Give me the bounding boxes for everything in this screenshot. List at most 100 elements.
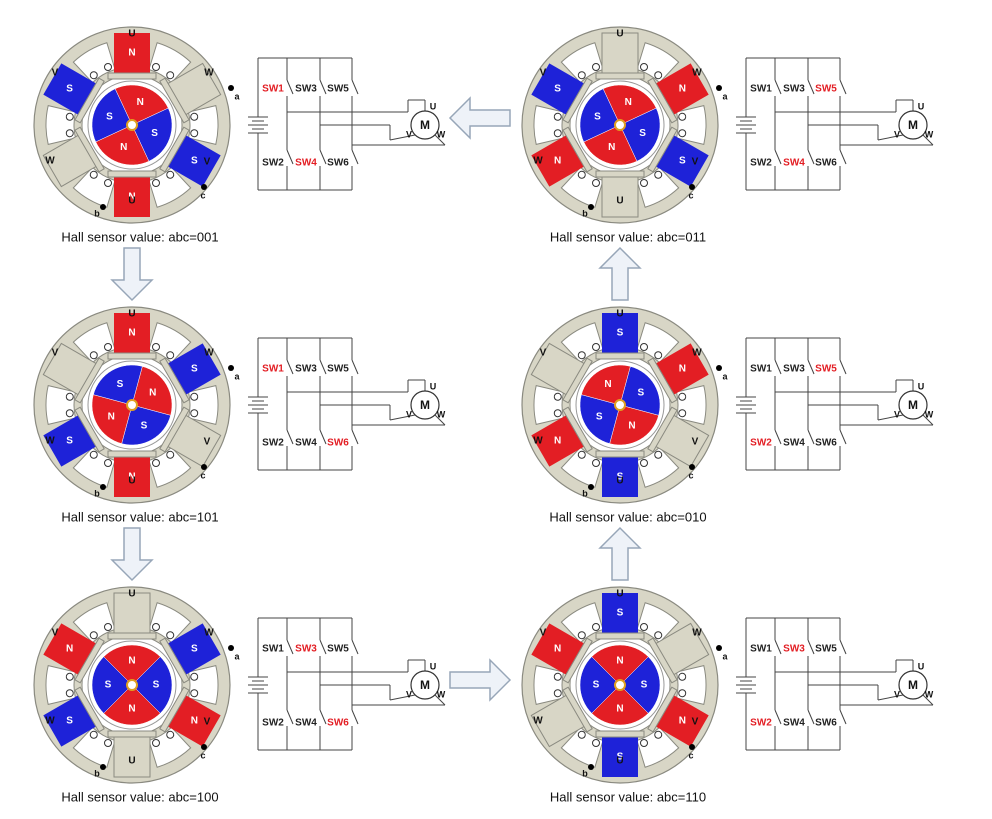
rotor-label: S [106,111,113,122]
coil-marker [89,351,98,360]
rotor-shaft [614,119,626,131]
wire [807,149,815,165]
pole-label: N [679,364,686,375]
switch-label: SW6 [327,718,349,729]
terminal-label: V [894,129,900,139]
terminal-label: W [925,689,934,699]
wire [922,414,934,426]
motor-label: M [420,398,430,412]
hall-sensor [100,764,106,770]
motor-label: M [420,678,430,692]
coil-marker [553,409,562,418]
hall-label: c [200,470,205,480]
wire [774,79,782,95]
coil-marker [104,623,112,631]
hall-sensor [228,365,234,371]
wire [774,359,782,375]
stator-window [533,665,565,705]
motor [898,390,928,420]
switch-label: SW4 [295,718,317,729]
stator-pole [530,686,593,748]
coil-marker [640,343,648,351]
hall-sensor [689,184,695,190]
hall-label: b [94,488,100,498]
stator-window [560,42,604,84]
hall-sensor [201,184,207,190]
phase-label: U [616,476,623,487]
wire [286,149,294,165]
pole-label: N [554,644,561,655]
caption: Hall sensor value: abc=001 [61,229,218,244]
pole-label: N [128,48,135,59]
coil-marker [65,672,74,681]
hall-label: b [94,208,100,218]
stator-window [45,385,77,425]
hall-label: a [234,371,240,381]
coil-marker [678,392,687,401]
pole-shoe [159,77,190,124]
switch-label: SW5 [327,364,349,375]
phase-label: V [692,157,699,168]
switch-label: SW6 [327,438,349,449]
pole-shoe [74,637,105,684]
stator-window [72,602,116,644]
phase-label: U [616,196,623,207]
rotor-label: S [153,680,160,691]
hall-sensor [689,464,695,470]
stator-pole [647,686,709,747]
hall-label: b [582,488,588,498]
wire [389,694,416,701]
terminal-label: V [894,409,900,419]
wire [319,359,327,375]
coil-marker [592,343,600,351]
pole-shoe [562,77,593,124]
coil-marker [553,129,562,138]
coil-marker [678,112,687,121]
pole-shoe [74,686,105,733]
stator-pole [159,686,221,747]
pole-shoe [159,686,190,733]
rotor-sector [131,656,173,714]
pole-shoe [595,730,645,738]
pole-shoe [74,77,105,124]
pole-shoe [562,686,593,733]
switch-label: SW3 [783,364,805,375]
switch-label: SW1 [262,364,284,375]
pole-body [114,33,150,77]
rotor-sector [93,364,143,406]
pole-label: S [617,608,624,619]
pole-shoe [74,406,105,453]
coil-marker [152,459,160,467]
phase-label: W [533,716,543,727]
coil-marker [166,450,175,459]
stator-pole [159,623,221,684]
phase-label: U [616,29,623,40]
pole-shoe [159,637,190,684]
motor [898,110,928,140]
pole-label: S [679,156,686,167]
wire [774,709,782,725]
stator-pole [531,63,593,124]
terminal-label: U [430,661,437,671]
hall-label: c [688,750,693,760]
flow-arrow [598,526,642,581]
coil-marker [152,179,160,187]
stator-window [45,665,77,705]
switch-label: SW2 [262,158,284,169]
stator-window [148,166,192,208]
hall-sensor [716,85,722,91]
stator-pole [592,170,648,218]
pole-body [114,453,150,497]
pole-label: S [191,156,198,167]
hall-label: b [582,768,588,778]
pole-shoe [562,126,593,173]
rotor-sector [114,84,169,126]
coil-marker [577,730,586,739]
switch-label: SW2 [750,718,772,729]
pole-body [114,173,150,217]
stator-pole [592,313,648,360]
wire [807,709,815,725]
wire [807,359,815,375]
panel: N S N S U W V U W V N S N Sa b c Hall sensor value: abc=… [33,26,446,244]
hall-sensor [588,484,594,490]
